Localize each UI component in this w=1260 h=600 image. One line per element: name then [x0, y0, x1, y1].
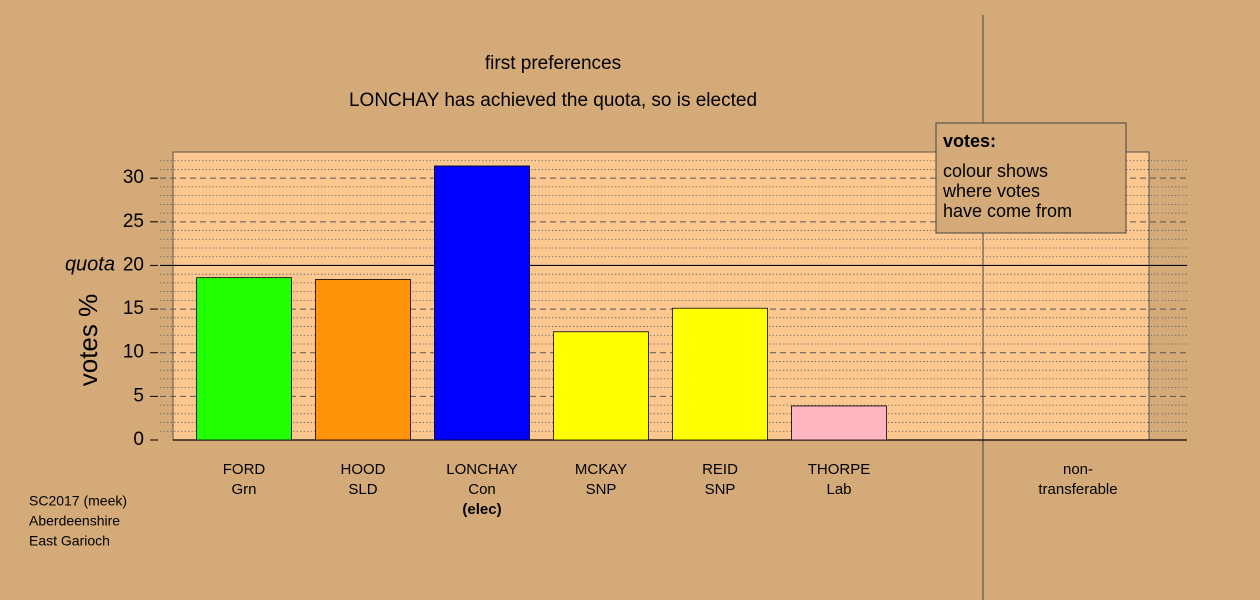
bar: [315, 279, 411, 441]
legend-text: where votes: [942, 181, 1040, 201]
bar: [196, 277, 292, 441]
chart-title: first preferences: [485, 53, 621, 74]
x-tick-label: SNP: [586, 481, 617, 498]
y-tick-label: 20: [123, 254, 144, 275]
y-axis-label: votes %: [73, 294, 103, 387]
y-tick-label: 25: [123, 211, 144, 232]
y-tick-label: 15: [123, 298, 144, 319]
bar: [434, 165, 530, 441]
chart-subtitle: LONCHAY has achieved the quota, so is el…: [349, 90, 757, 111]
x-tick-label: Con: [468, 481, 496, 498]
x-tick-label: MCKAY: [575, 461, 627, 478]
x-tick-label: THORPE: [808, 461, 871, 478]
source-text: Aberdeenshire: [29, 513, 120, 529]
x-tick-label: HOOD: [341, 461, 386, 478]
y-tick-label: 5: [133, 385, 144, 406]
x-tick-label: LONCHAY: [446, 461, 517, 478]
x-tick-label: REID: [702, 461, 738, 478]
legend-text: colour shows: [943, 161, 1048, 181]
bar: [672, 307, 768, 441]
y-tick-label: 10: [123, 342, 144, 363]
y-tick-label: 30: [123, 167, 144, 188]
legend-box: [935, 122, 1127, 234]
legend-text: have come from: [943, 201, 1072, 221]
source-text: SC2017 (meek): [29, 493, 127, 509]
bar: [553, 331, 649, 441]
x-tick-label: Lab: [826, 481, 851, 498]
x-tick-label: transferable: [1038, 481, 1117, 498]
x-tick-label: non-: [1063, 461, 1093, 478]
x-tick-label: SNP: [705, 481, 736, 498]
x-tick-label: Grn: [231, 481, 256, 498]
source-text: East Garioch: [29, 533, 110, 549]
bar: [791, 405, 887, 441]
y-tick-label: 0: [133, 429, 144, 450]
x-tick-label: SLD: [348, 481, 377, 498]
x-tick-label: FORD: [223, 461, 266, 478]
elected-label: (elec): [462, 501, 501, 518]
legend-title: votes:: [943, 131, 996, 151]
quota-label: quota: [65, 254, 115, 276]
